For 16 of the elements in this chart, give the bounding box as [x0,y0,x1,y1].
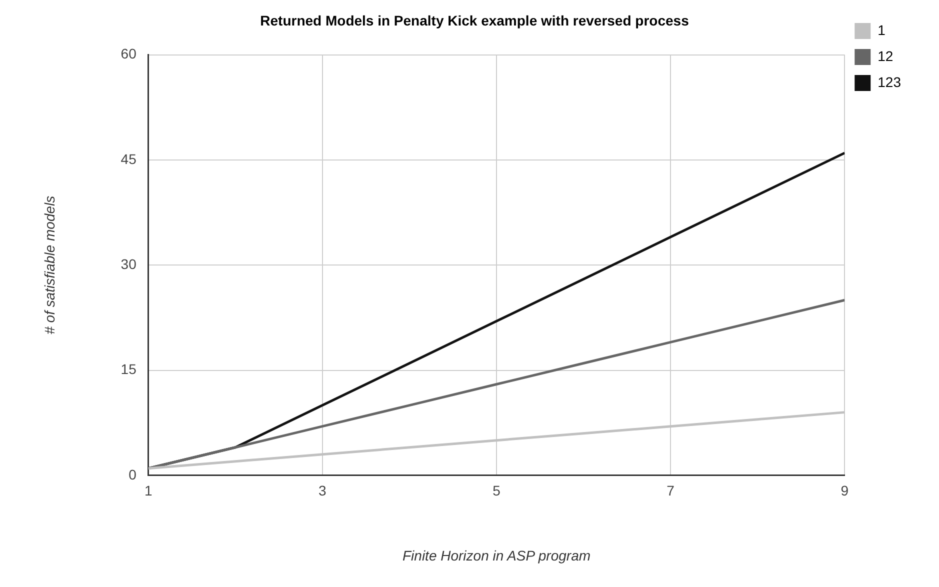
y-tick-label: 30 [120,256,137,272]
y-tick-label: 45 [120,150,137,167]
x-tick-label: 7 [666,482,675,499]
x-axis-title: Finite Horizon in ASP program [402,547,591,564]
legend-label: 123 [878,74,902,90]
y-tick-label: 60 [120,46,137,62]
chart-title: Returned Models in Penalty Kick example with reversed process [260,12,690,28]
x-tick-label: 3 [318,482,327,499]
x-tick-label: 9 [840,482,849,499]
y-axis-title: # of satisfiable models [41,196,58,334]
x-tick-label: 1 [144,482,152,499]
legend-label: 1 [878,22,886,38]
legend-label: 12 [878,48,894,64]
x-tick-label: 5 [492,482,501,499]
y-tick-label: 0 [128,466,137,482]
y-tick-label: 15 [120,361,137,378]
